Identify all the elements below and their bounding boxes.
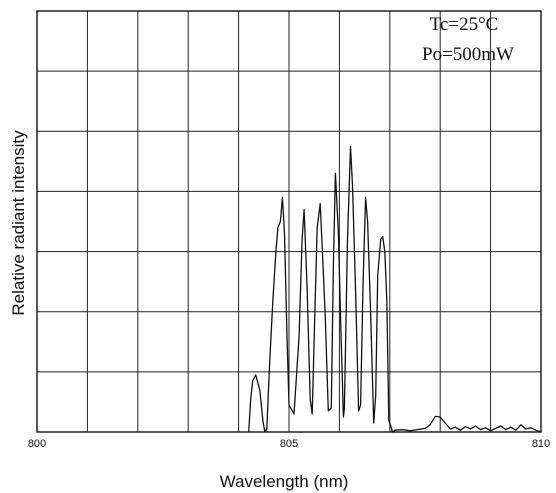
- chart-grid: [37, 11, 541, 432]
- x-tick-label: 800: [28, 438, 46, 450]
- annotation-temperature: Tc=25°C: [430, 14, 499, 35]
- x-tick-label: 805: [280, 438, 298, 450]
- y-axis-label: Relative radiant intensity: [9, 130, 28, 316]
- x-tick-label: 810: [532, 438, 550, 450]
- x-tick-labels: 800 805 810: [28, 438, 550, 450]
- annotation-power: Po=500mW: [422, 44, 514, 65]
- plot-frame: [36, 10, 542, 433]
- spectrum-line: [248, 145, 542, 433]
- x-axis-label: Wavelength (nm): [220, 472, 349, 491]
